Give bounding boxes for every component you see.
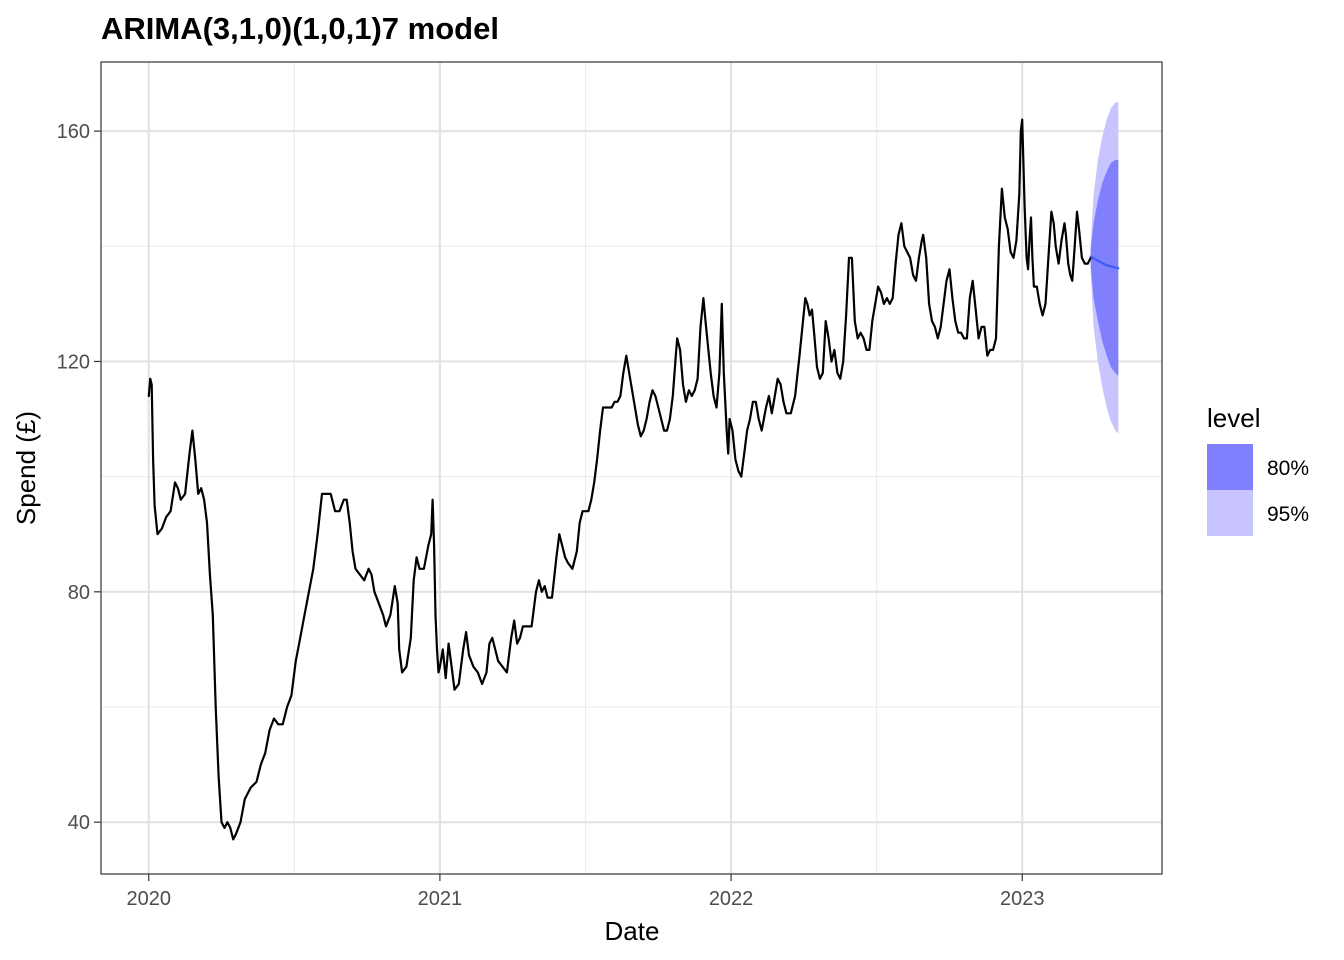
x-tick-label: 2023 [1000,888,1045,910]
observed-line [147,118,1092,841]
legend: level 80% 95% [1207,403,1309,536]
grid [101,62,1162,874]
x-tick-label: 2022 [709,888,754,910]
legend-key-80 [1207,444,1253,490]
series-lines [147,118,1120,841]
y-tick-label: 80 [68,582,90,604]
x-tick-label: 2021 [418,888,463,910]
legend-title: level [1207,403,1260,433]
y-axis-title: Spend (£) [11,411,41,525]
legend-label-95: 95% [1267,503,1309,526]
panel-border [100,61,1163,875]
y-tick-label: 160 [57,121,90,143]
forecast-bands [1090,102,1119,434]
x-tick-label: 2020 [127,888,172,910]
y-tick-label: 120 [57,351,90,373]
x-axis-title: Date [605,916,660,946]
forecast-line [1089,255,1120,270]
chart-title: ARIMA(3,1,0)(1,0,1)7 model [101,11,499,46]
axes: 2020 2021 2022 2023 40 80 120 160 [57,121,1045,910]
legend-key-95 [1207,490,1253,536]
band-80 [1090,159,1119,376]
legend-label-80: 80% [1267,457,1309,480]
y-tick-label: 40 [68,812,90,834]
